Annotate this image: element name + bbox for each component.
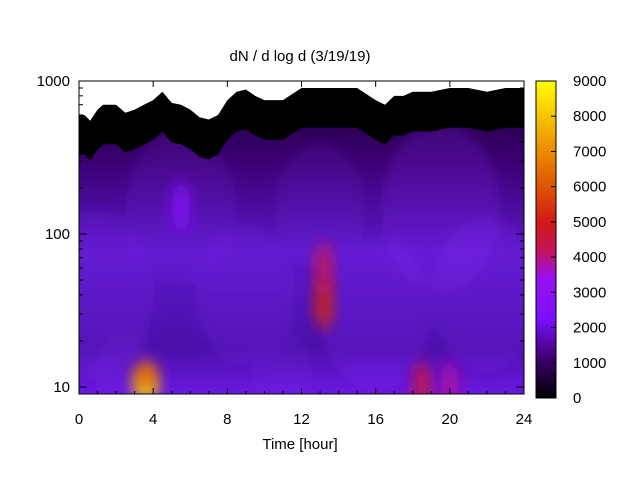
hotspot-mark bbox=[133, 360, 158, 389]
hotspot bbox=[314, 277, 333, 330]
colorbar-tick-label: 3000 bbox=[573, 284, 606, 301]
heatmap-texture bbox=[275, 144, 366, 271]
x-axis-label: Time [hour] bbox=[262, 436, 337, 453]
x-tick-label: 20 bbox=[441, 411, 458, 428]
heatmap-texture bbox=[252, 332, 313, 394]
x-tick-label: 12 bbox=[293, 411, 310, 428]
y-axis: 10 100 1000 bbox=[37, 73, 524, 396]
colorbar-tick-label: 8000 bbox=[573, 108, 606, 125]
heatmap-blobs bbox=[79, 123, 524, 394]
colorbar-tick-label: 6000 bbox=[573, 179, 606, 196]
colorbar-tick-label: 0 bbox=[573, 390, 581, 407]
colorbar-tick-label: 1000 bbox=[573, 355, 606, 372]
colorbar-tick-label: 7000 bbox=[573, 143, 606, 160]
heatmap-texture bbox=[195, 224, 296, 365]
heatmap-texture bbox=[320, 236, 431, 391]
colorbar-tick-label: 2000 bbox=[573, 320, 606, 337]
hotspot bbox=[413, 361, 432, 394]
y-tick-label: 100 bbox=[45, 226, 70, 243]
x-tick-label: 8 bbox=[223, 411, 231, 428]
x-tick-label: 16 bbox=[367, 411, 384, 428]
colorbar bbox=[535, 80, 557, 399]
y-tick-label: 10 bbox=[53, 379, 70, 396]
colorbar-tick-label: 5000 bbox=[573, 214, 606, 231]
hotspot-mark bbox=[314, 277, 333, 330]
colorbar-axis: 0 1000 2000 3000 4000 5000 6000 7000 8000 9000 bbox=[551, 73, 606, 407]
colorbar-tick-label: 4000 bbox=[573, 249, 606, 266]
hotspot bbox=[133, 360, 158, 389]
hotspot-mark bbox=[314, 241, 333, 294]
x-axis: 0 4 8 12 16 20 24 bbox=[75, 81, 533, 428]
x-tick-label: 24 bbox=[516, 411, 533, 428]
hotspot bbox=[171, 181, 190, 234]
chart-title: dN / d log d (3/19/19) bbox=[230, 48, 371, 65]
colorbar-tick-label: 9000 bbox=[573, 73, 606, 90]
plot-area bbox=[79, 81, 524, 394]
hotspot bbox=[440, 361, 459, 394]
x-tick-label: 0 bbox=[75, 411, 83, 428]
hotspot bbox=[314, 241, 333, 294]
heatmap-texture bbox=[431, 217, 524, 372]
hotspot-mark bbox=[413, 361, 432, 394]
no-data-region bbox=[79, 81, 524, 121]
heatmap-hotspots bbox=[133, 181, 459, 394]
x-tick-label: 4 bbox=[149, 411, 157, 428]
hotspot-mark bbox=[440, 361, 459, 394]
hotspot-mark bbox=[171, 181, 190, 234]
upper-limit-band bbox=[79, 88, 524, 161]
y-tick-label: 1000 bbox=[37, 73, 70, 90]
